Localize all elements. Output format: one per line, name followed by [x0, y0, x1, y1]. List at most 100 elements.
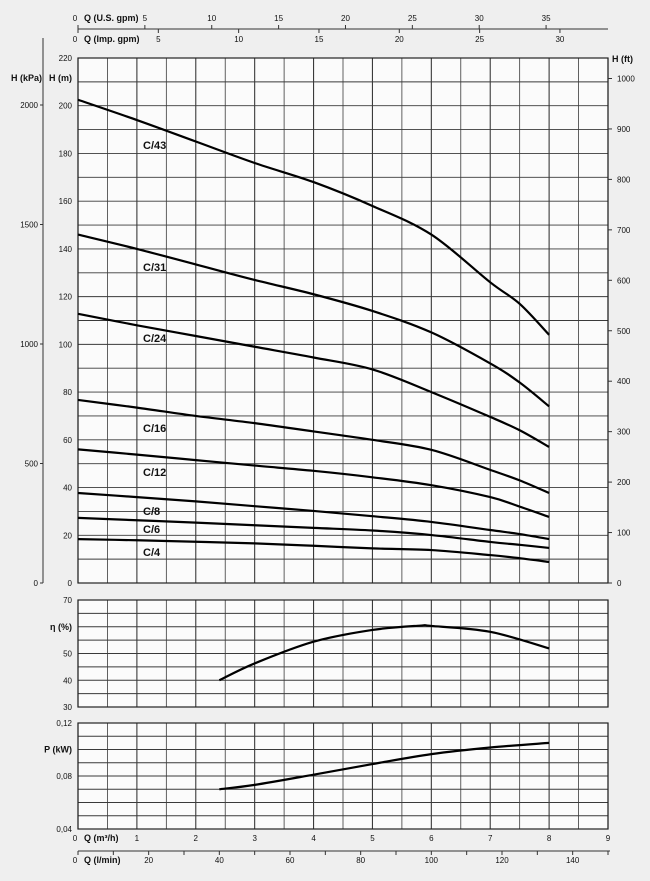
curve-label: C/24: [143, 333, 167, 345]
us-gpm-tick-label: 25: [408, 14, 417, 23]
y-tick-label-kpa: 500: [25, 460, 39, 469]
imp-gpm-tick-label: 5: [156, 35, 161, 44]
x-tick-label-m3h: 7: [488, 834, 493, 843]
curve-label: C/43: [143, 140, 166, 152]
x-tick-label-lmin: 120: [495, 856, 509, 865]
x-tick-label-m3h: 8: [547, 834, 552, 843]
y-tick-label-ft: 1000: [617, 75, 635, 84]
x-tick-label-lmin: 80: [356, 856, 365, 865]
curve-C-12: [77, 448, 550, 518]
power-curve: [219, 741, 550, 791]
imp-gpm-tick-label: 15: [315, 35, 324, 44]
imp-gpm-tick-label: 10: [234, 35, 243, 44]
plot-border: [77, 57, 609, 584]
x-tick-label-m3h: 5: [370, 834, 375, 843]
y-tick-label-m: 60: [63, 436, 72, 445]
imp-gpm-tick-label: 25: [475, 35, 484, 44]
y-tick-label-kpa: 1000: [20, 340, 38, 349]
curve-C-31: [77, 233, 550, 408]
us-gpm-tick-label: 5: [143, 14, 148, 23]
curve-label: C/12: [143, 467, 166, 479]
y-tick-label-power: 0,08: [56, 772, 72, 781]
us-gpm-tick-label: 15: [274, 14, 283, 23]
y-tick-label-ft: 200: [617, 478, 631, 487]
panel-head: [77, 57, 609, 584]
y-tick-label-ft: 800: [617, 175, 631, 184]
us-gpm-tick-label: 30: [475, 14, 484, 23]
imp-gpm-axis-title: Q (Imp. gpm): [84, 34, 140, 44]
y-tick-label-ft: 0: [617, 579, 622, 588]
y-tick-label-m: 200: [59, 102, 73, 111]
y-tick-label-m: 220: [59, 54, 73, 63]
us-gpm-axis-title: Q (U.S. gpm): [84, 13, 139, 23]
x-tick-label-m3h: 4: [311, 834, 316, 843]
y-tick-label-m: 140: [59, 245, 73, 254]
y-tick-label-m: 20: [63, 531, 72, 540]
curve-label: C/31: [143, 262, 166, 274]
y-axis-title-eff: η (%): [50, 622, 72, 632]
x-tick-label-lmin: 140: [566, 856, 580, 865]
curve-C-4: [77, 537, 550, 564]
y-tick-label-ft: 900: [617, 125, 631, 134]
y-tick-label-ft: 500: [617, 327, 631, 336]
curve-C-24: [77, 312, 550, 448]
curve-C-8: [77, 491, 550, 541]
y-axis-title-ft: H (ft): [612, 54, 633, 64]
imp-gpm-tick-label: 20: [395, 35, 404, 44]
efficiency-curve: [218, 624, 550, 682]
y-tick-label-ft: 100: [617, 529, 631, 538]
y-axis-title-power: P (kW): [44, 745, 72, 755]
y-tick-label-kpa: 2000: [20, 101, 38, 110]
y-tick-label-ft: 400: [617, 377, 631, 386]
y-tick-label-m: 160: [59, 197, 73, 206]
y-tick-label-power: 0,04: [56, 825, 72, 834]
y-tick-label-m: 0: [68, 579, 73, 588]
y-tick-label-kpa: 1500: [20, 221, 38, 230]
y-tick-label-m: 120: [59, 293, 73, 302]
panel-power: [77, 722, 609, 830]
imp-gpm-tick-label: 0: [73, 35, 78, 44]
us-gpm-tick-label: 20: [341, 14, 350, 23]
curve-label: C/16: [143, 423, 166, 435]
x-tick-label-m3h: 6: [429, 834, 434, 843]
plot-border: [77, 599, 609, 708]
y-tick-label-ft: 700: [617, 226, 631, 235]
y-tick-label-power: 0,12: [56, 719, 72, 728]
y-tick-label-eff: 70: [63, 596, 72, 605]
x-tick-label-lmin: 100: [425, 856, 439, 865]
x-tick-label-lmin: 60: [286, 856, 295, 865]
us-gpm-tick-label: 35: [542, 14, 551, 23]
x-tick-label-lmin: 20: [144, 856, 153, 865]
y-tick-label-m: 80: [63, 388, 72, 397]
x-axis-title-m3h: Q (m³/h): [84, 833, 119, 843]
curve-C-43: [77, 98, 550, 336]
x-tick-label-lmin: 40: [215, 856, 224, 865]
y-tick-label-kpa: 0: [34, 579, 39, 588]
y-axis-title-m: H (m): [49, 73, 72, 83]
y-tick-label-eff: 40: [63, 676, 72, 685]
panel-efficiency: [77, 599, 609, 708]
x-tick-label-m3h: 0: [73, 834, 78, 843]
x-tick-label-m3h: 9: [606, 834, 611, 843]
imp-gpm-tick-label: 30: [555, 35, 564, 44]
y-tick-label-ft: 600: [617, 276, 631, 285]
y-tick-label-eff: 50: [63, 650, 72, 659]
y-tick-label-m: 180: [59, 149, 73, 158]
y-tick-label-m: 100: [59, 340, 73, 349]
y-tick-label-m: 40: [63, 484, 72, 493]
curve-label: C/8: [143, 506, 160, 518]
us-gpm-tick-label: 10: [207, 14, 216, 23]
curve-label: C/6: [143, 524, 160, 536]
curve-C-6: [77, 516, 550, 550]
us-gpm-tick-label: 0: [73, 14, 78, 23]
curve-label: C/4: [143, 547, 161, 559]
y-tick-label-eff: 30: [63, 703, 72, 712]
y-tick-label-ft: 300: [617, 428, 631, 437]
curve-C-16: [77, 398, 550, 495]
x-tick-label-m3h: 3: [252, 834, 257, 843]
y-axis-title-kpa: H (kPa): [11, 73, 42, 83]
plot-border: [77, 722, 609, 830]
x-axis-title-lmin: Q (l/min): [84, 855, 121, 865]
x-tick-label-m3h: 1: [135, 834, 140, 843]
